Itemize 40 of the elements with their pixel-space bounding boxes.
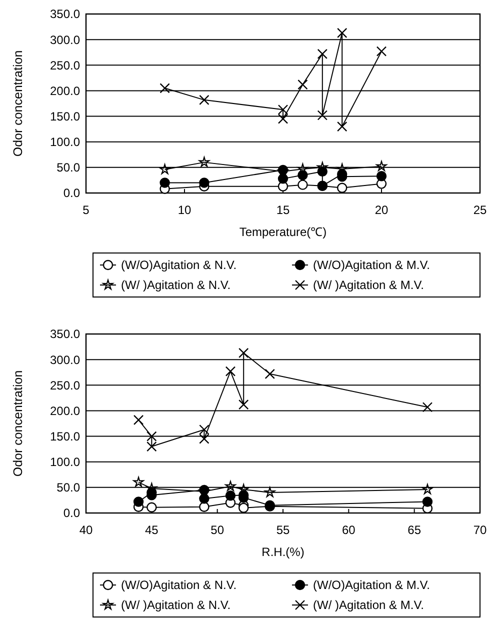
legend-label: (W/O)Agitation & N.V. [121,258,237,272]
x-tick-label: 5 [82,203,90,217]
x-tick-label: 20 [374,203,388,217]
y-tick-label: 50.0 [56,480,80,495]
y-tick-label: 0.0 [63,186,80,200]
x-tick-label: 10 [178,203,192,217]
x-tick-label: 70 [473,523,487,537]
y-tick-label: 250.0 [50,378,80,392]
y-tick-label: 100.0 [50,455,80,470]
y-tick-label: 100.0 [50,135,80,150]
legend-label: (W/ )Agitation & M.V. [313,598,424,612]
y-tick-label: 0.0 [63,506,80,520]
x-tick-label: 60 [342,523,356,537]
y-tick-label: 150.0 [50,109,80,124]
y-tick-label: 300.0 [50,352,80,367]
y-tick-label: 250.0 [50,58,80,72]
x-tick-label: 25 [473,203,487,217]
x-axis-title: R.H.(%) [262,545,304,559]
x-tick-label: 45 [144,523,159,537]
y-tick-label: 200.0 [50,404,80,418]
legend-label: (W/ )Agitation & M.V. [313,278,424,292]
y-tick-label: 50.0 [56,160,80,175]
y-axis-title: Odor concentration [11,370,25,477]
x-tick-label: 65 [408,523,422,537]
y-axis-title: Odor concentration [11,50,25,157]
legend-label: (W/O)Agitation & M.V. [313,578,430,592]
y-tick-label: 350.0 [50,7,80,22]
legend-label: (W/O)Agitation & N.V. [121,578,237,592]
legend-label: (W/ )Agitation & N.V. [121,278,231,292]
legend-label: (W/ )Agitation & N.V. [121,598,231,612]
y-tick-label: 150.0 [50,429,80,444]
x-tick-label: 55 [276,523,290,537]
x-tick-label: 40 [79,523,93,537]
y-tick-label: 350.0 [50,327,80,342]
legend-label: (W/O)Agitation & M.V. [313,258,430,272]
y-tick-label: 200.0 [50,84,80,98]
y-tick-label: 300.0 [50,32,80,47]
x-tick-label: 15 [276,203,290,217]
x-axis-title: Temperature(℃) [239,225,327,239]
x-tick-label: 50 [210,523,224,537]
